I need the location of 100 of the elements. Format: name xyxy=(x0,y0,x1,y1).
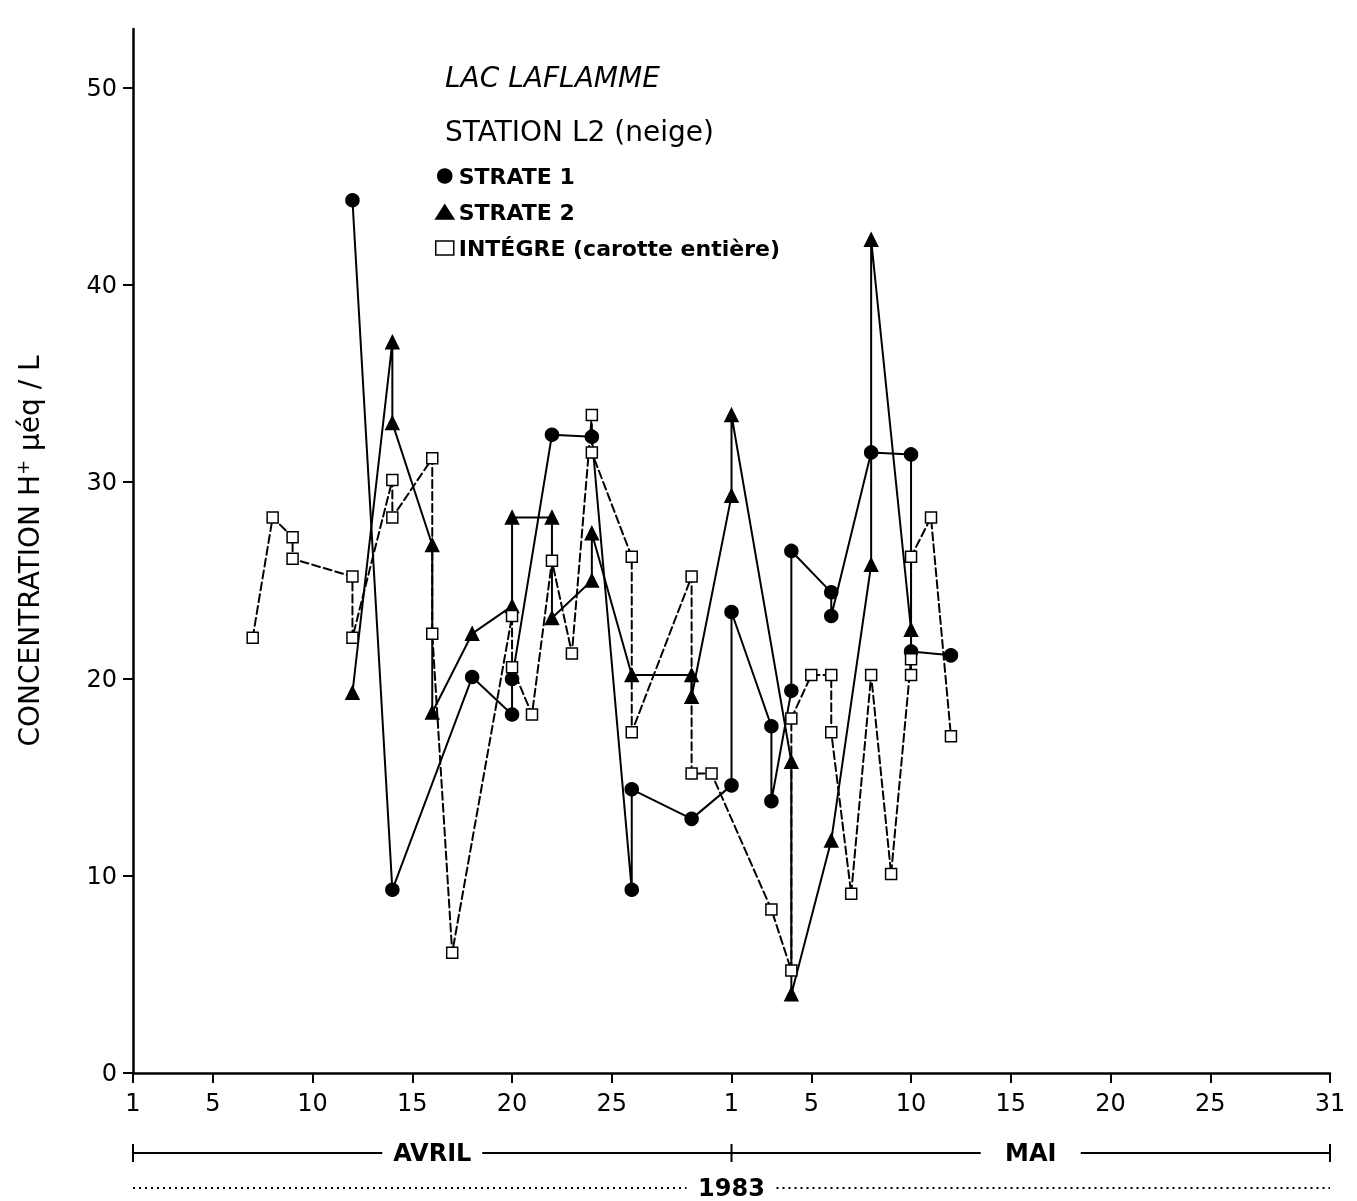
x-tick-label: 15 xyxy=(995,1089,1027,1117)
x-tick-label: 5 xyxy=(205,1089,221,1117)
point xyxy=(624,882,639,898)
point xyxy=(765,903,778,916)
point xyxy=(286,552,299,566)
point xyxy=(785,964,798,977)
x-tick-label: 20 xyxy=(1095,1089,1126,1117)
y-tick-label: 50 xyxy=(86,74,117,102)
point xyxy=(825,725,838,739)
point xyxy=(724,488,739,504)
point xyxy=(504,671,520,687)
point xyxy=(904,550,918,564)
point xyxy=(784,683,799,699)
point xyxy=(684,811,699,827)
point xyxy=(544,427,560,442)
point xyxy=(286,530,299,544)
text: STATION L2 (neige) xyxy=(445,114,714,148)
point xyxy=(924,511,938,524)
point xyxy=(504,707,520,722)
x-tick-label: 15 xyxy=(397,1089,428,1117)
point xyxy=(505,609,519,623)
y-tick-label: 30 xyxy=(86,468,117,496)
point xyxy=(625,725,638,739)
x-tick-label: 20 xyxy=(496,1089,528,1117)
x-tick-label: 25 xyxy=(1195,1089,1226,1117)
point xyxy=(944,729,958,743)
point xyxy=(824,585,839,600)
point xyxy=(685,767,698,780)
text: MAI xyxy=(1005,1139,1057,1167)
point xyxy=(345,685,360,701)
point xyxy=(525,708,539,721)
point xyxy=(385,334,400,350)
point xyxy=(426,452,439,465)
point xyxy=(863,445,879,460)
point xyxy=(266,511,279,524)
point xyxy=(504,510,520,525)
point xyxy=(784,754,799,769)
point xyxy=(684,667,699,683)
point xyxy=(685,570,698,583)
point xyxy=(863,557,879,572)
point xyxy=(505,660,519,674)
point xyxy=(385,882,400,898)
y-tick-label: 0 xyxy=(101,1059,117,1087)
point xyxy=(545,554,559,568)
point xyxy=(464,669,480,685)
point xyxy=(904,653,918,666)
point xyxy=(425,537,440,553)
point xyxy=(345,193,360,208)
point xyxy=(943,648,959,663)
point xyxy=(565,647,579,660)
point xyxy=(764,719,779,734)
point xyxy=(724,604,739,620)
point xyxy=(825,668,838,682)
x-tick-label: 1 xyxy=(723,1089,740,1117)
x-tick-label: 10 xyxy=(297,1089,328,1117)
point xyxy=(705,767,718,780)
point xyxy=(544,610,560,626)
point xyxy=(764,793,779,809)
y-tick-label: 40 xyxy=(86,271,117,299)
legend-label: STRATE 1 xyxy=(458,163,575,189)
x-tick-label: 25 xyxy=(596,1089,628,1117)
point xyxy=(426,627,439,640)
point xyxy=(625,550,638,564)
text: LAC LAFLAMME xyxy=(445,60,661,94)
point xyxy=(386,473,399,487)
point xyxy=(346,631,359,644)
point xyxy=(824,608,839,624)
point xyxy=(385,415,400,431)
point xyxy=(724,778,739,793)
point xyxy=(863,232,879,247)
point xyxy=(386,511,399,524)
point xyxy=(864,668,878,682)
point xyxy=(884,867,898,881)
point xyxy=(903,622,919,637)
point xyxy=(624,667,639,683)
point xyxy=(904,668,918,682)
point xyxy=(724,407,739,423)
point xyxy=(785,712,798,725)
x-axis-title: 1983 xyxy=(698,1174,765,1201)
point xyxy=(346,570,359,583)
x-tick-label: 10 xyxy=(895,1089,927,1117)
legend-label: STRATE 2 xyxy=(458,199,575,225)
y-tick-label: 10 xyxy=(86,862,117,890)
point xyxy=(246,631,259,644)
x-tick-label: 1 xyxy=(125,1089,141,1117)
point xyxy=(903,447,919,462)
point xyxy=(464,626,480,641)
point xyxy=(844,887,858,900)
point xyxy=(584,573,600,588)
point xyxy=(824,833,839,848)
point xyxy=(624,782,639,797)
point xyxy=(784,986,799,1002)
point xyxy=(585,408,599,422)
text: AVRIL xyxy=(393,1139,472,1167)
point xyxy=(584,525,600,541)
point xyxy=(585,446,599,459)
point xyxy=(445,946,459,960)
x-tick-label: 31 xyxy=(1314,1089,1346,1117)
point xyxy=(425,705,440,720)
y-tick-label: 20 xyxy=(86,665,117,693)
